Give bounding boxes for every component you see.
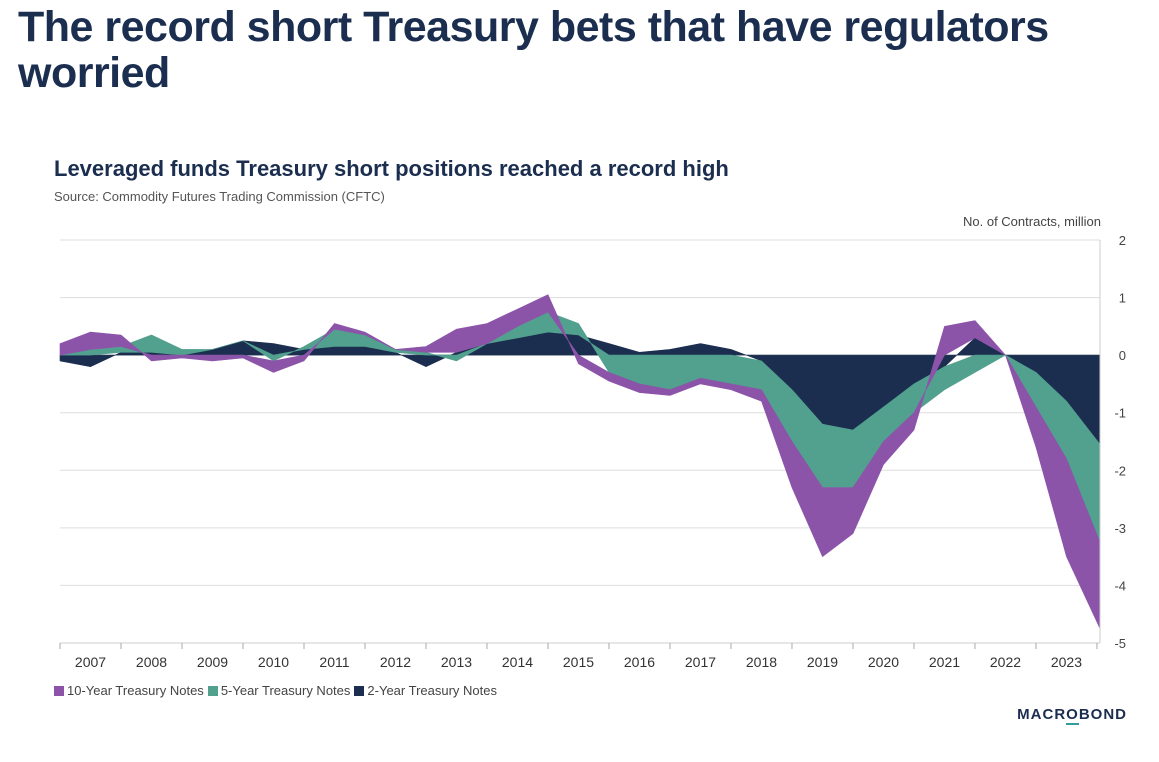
y-tick-label-1: 1	[1119, 291, 1126, 306]
legend-item-10y: 10-Year Treasury Notes	[54, 683, 204, 698]
x-tick-label-2009: 2009	[197, 654, 228, 670]
x-tick-label-2021: 2021	[929, 654, 960, 670]
x-tick-labels: 2007 2008 2009 2010 2011 2012 2013 2014 2015 2016…	[75, 654, 1082, 670]
y-tick-label--3: -3	[1114, 521, 1126, 536]
axes	[59, 240, 1101, 649]
legend-item-2y: 2-Year Treasury Notes	[354, 683, 497, 698]
x-tick-label-2013: 2013	[441, 654, 472, 670]
y-tick-label--5: -5	[1114, 636, 1126, 651]
x-tick-label-2018: 2018	[746, 654, 777, 670]
y-tick-labels: 2 1 0 -1 -2 -3 -4 -5	[1114, 233, 1126, 651]
logo-suffix: BOND	[1078, 706, 1127, 723]
legend-label-5y: 5-Year Treasury Notes	[220, 683, 351, 698]
legend-swatch-2y	[354, 685, 365, 696]
y-tick-label--2: -2	[1114, 463, 1126, 478]
x-tick-label-2019: 2019	[807, 654, 838, 670]
x-tick-label-2023: 2023	[1051, 654, 1082, 670]
series-areas	[59, 294, 1101, 629]
x-tick-label-2022: 2022	[990, 654, 1021, 670]
x-tick-label-2016: 2016	[624, 654, 655, 670]
legend-swatch-10y	[54, 685, 64, 696]
headline: The record short Treasury bets that have…	[18, 3, 1049, 97]
x-tick-label-2014: 2014	[502, 654, 533, 670]
y-axis-unit-label: No. of Contracts, million	[963, 214, 1101, 229]
gridlines	[60, 239, 1100, 644]
x-tick-label-2015: 2015	[563, 654, 594, 670]
x-tick-label-2020: 2020	[868, 654, 899, 670]
x-tick-label-2011: 2011	[319, 654, 349, 670]
legend-label-2y: 2-Year Treasury Notes	[367, 683, 497, 698]
legend-label-10y: 10-Year Treasury Notes	[67, 683, 204, 698]
legend: 10-Year Treasury Notes 5-Year Treasury N…	[54, 683, 501, 698]
y-tick-label--4: -4	[1114, 578, 1126, 593]
x-tick-label-2007: 2007	[75, 654, 106, 670]
logo-prefix: MACR	[1017, 706, 1067, 723]
chart-title: Leveraged funds Treasury short positions…	[54, 156, 729, 181]
x-tick-label-2010: 2010	[258, 654, 289, 670]
chart-source: Source: Commodity Futures Trading Commis…	[54, 189, 385, 204]
x-tick-label-2012: 2012	[380, 654, 411, 670]
y-tick-label-0: 0	[1119, 348, 1126, 363]
legend-item-5y: 5-Year Treasury Notes	[207, 683, 351, 698]
y-tick-label-2: 2	[1119, 233, 1126, 248]
macrobond-logo: MACROBOND	[1017, 706, 1127, 725]
x-tick-label-2017: 2017	[685, 654, 716, 670]
y-tick-label--1: -1	[1114, 406, 1126, 421]
logo-o: O	[1066, 706, 1079, 725]
chart-plot: 210-1-2-3-4-5 2007 2008 2009 2010 2011 2012 20…	[59, 233, 1126, 670]
legend-swatch-5y	[207, 685, 218, 696]
x-tick-label-2008: 2008	[136, 654, 167, 670]
